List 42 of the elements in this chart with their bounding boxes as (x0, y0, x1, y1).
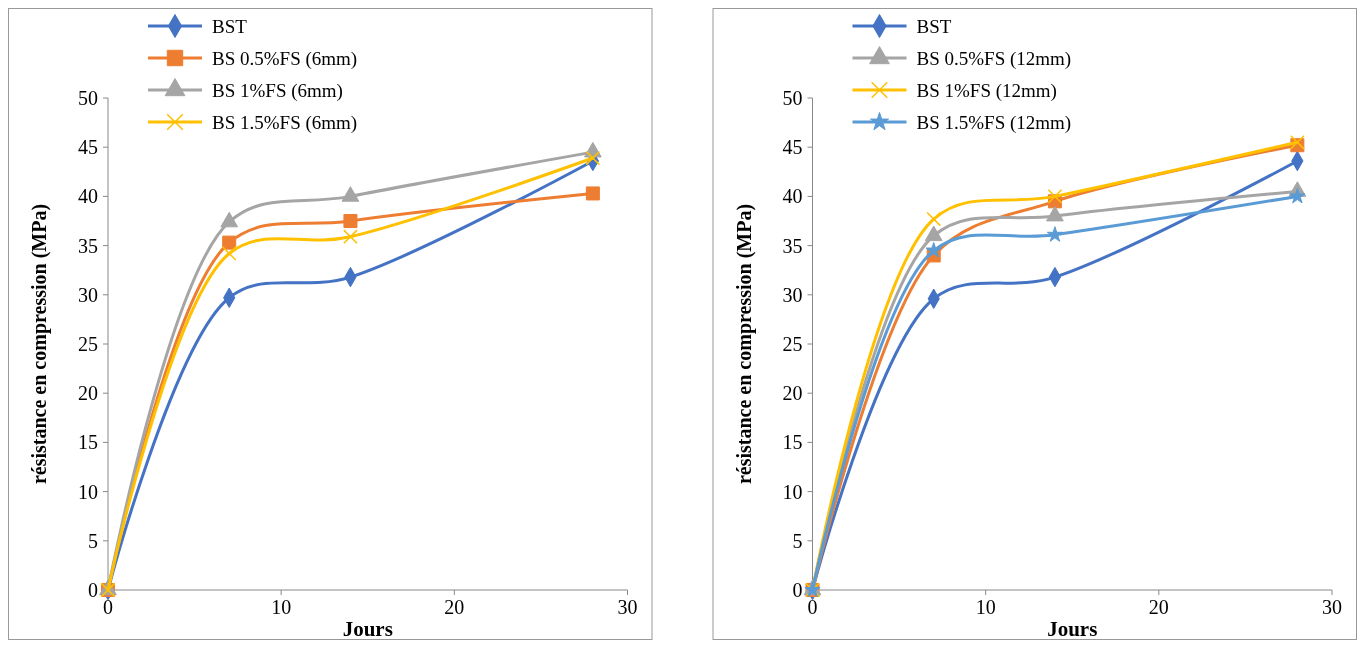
y-tick-label: 50 (782, 87, 803, 109)
y-tick-label: 30 (78, 283, 98, 306)
y-tick-label: 40 (782, 185, 803, 208)
x-tick-label: 10 (975, 596, 996, 618)
x-tick-label: 10 (271, 596, 292, 618)
x-tick-label: 20 (1148, 596, 1169, 618)
y-tick-label: 15 (782, 431, 803, 454)
y-tick-label: 5 (88, 529, 98, 552)
legend-label: BS 1%FS (12mm) (916, 79, 1057, 102)
x-axis-title: Jours (342, 617, 393, 641)
y-tick-label: 20 (78, 382, 98, 405)
x-axis-title: Jours (1047, 617, 1098, 641)
x-tick-label: 20 (444, 596, 465, 618)
legend-label: BS 1.5%FS (6mm) (212, 111, 358, 134)
y-tick-label: 0 (792, 579, 803, 601)
y-tick-label: 0 (88, 579, 98, 601)
y-tick-label: 25 (78, 333, 98, 355)
y-tick-label: 10 (782, 480, 803, 503)
y-axis-title: résistance en compression (MPa) (732, 203, 756, 485)
x-tick-label: 0 (807, 596, 818, 618)
x-tick-label: 30 (1322, 596, 1342, 618)
y-tick-label: 35 (782, 234, 803, 257)
y-tick-label: 45 (78, 136, 98, 159)
legend-label: BS 0.5%FS (12mm) (916, 47, 1072, 70)
legend-label: BS 1.5%FS (12mm) (916, 111, 1072, 134)
legend-label: BS 1%FS (6mm) (212, 79, 343, 102)
y-tick-label: 15 (78, 431, 98, 454)
legend-label: BST (916, 15, 952, 37)
x-tick-label: 0 (103, 596, 113, 618)
y-axis-title: résistance en compression (MPa) (28, 203, 51, 485)
x-tick-label: 30 (617, 596, 638, 618)
y-tick-label: 30 (782, 283, 803, 306)
legend-label: BS 0.5%FS (6mm) (212, 47, 358, 70)
y-tick-label: 45 (782, 136, 803, 159)
y-tick-label: 10 (78, 480, 98, 503)
y-tick-label: 25 (782, 333, 803, 355)
y-tick-label: 5 (792, 529, 803, 552)
y-tick-label: 50 (78, 87, 98, 109)
y-tick-label: 35 (78, 234, 98, 257)
legend-label: BST (212, 15, 248, 37)
y-tick-label: 40 (78, 185, 98, 208)
y-tick-label: 20 (782, 382, 803, 405)
